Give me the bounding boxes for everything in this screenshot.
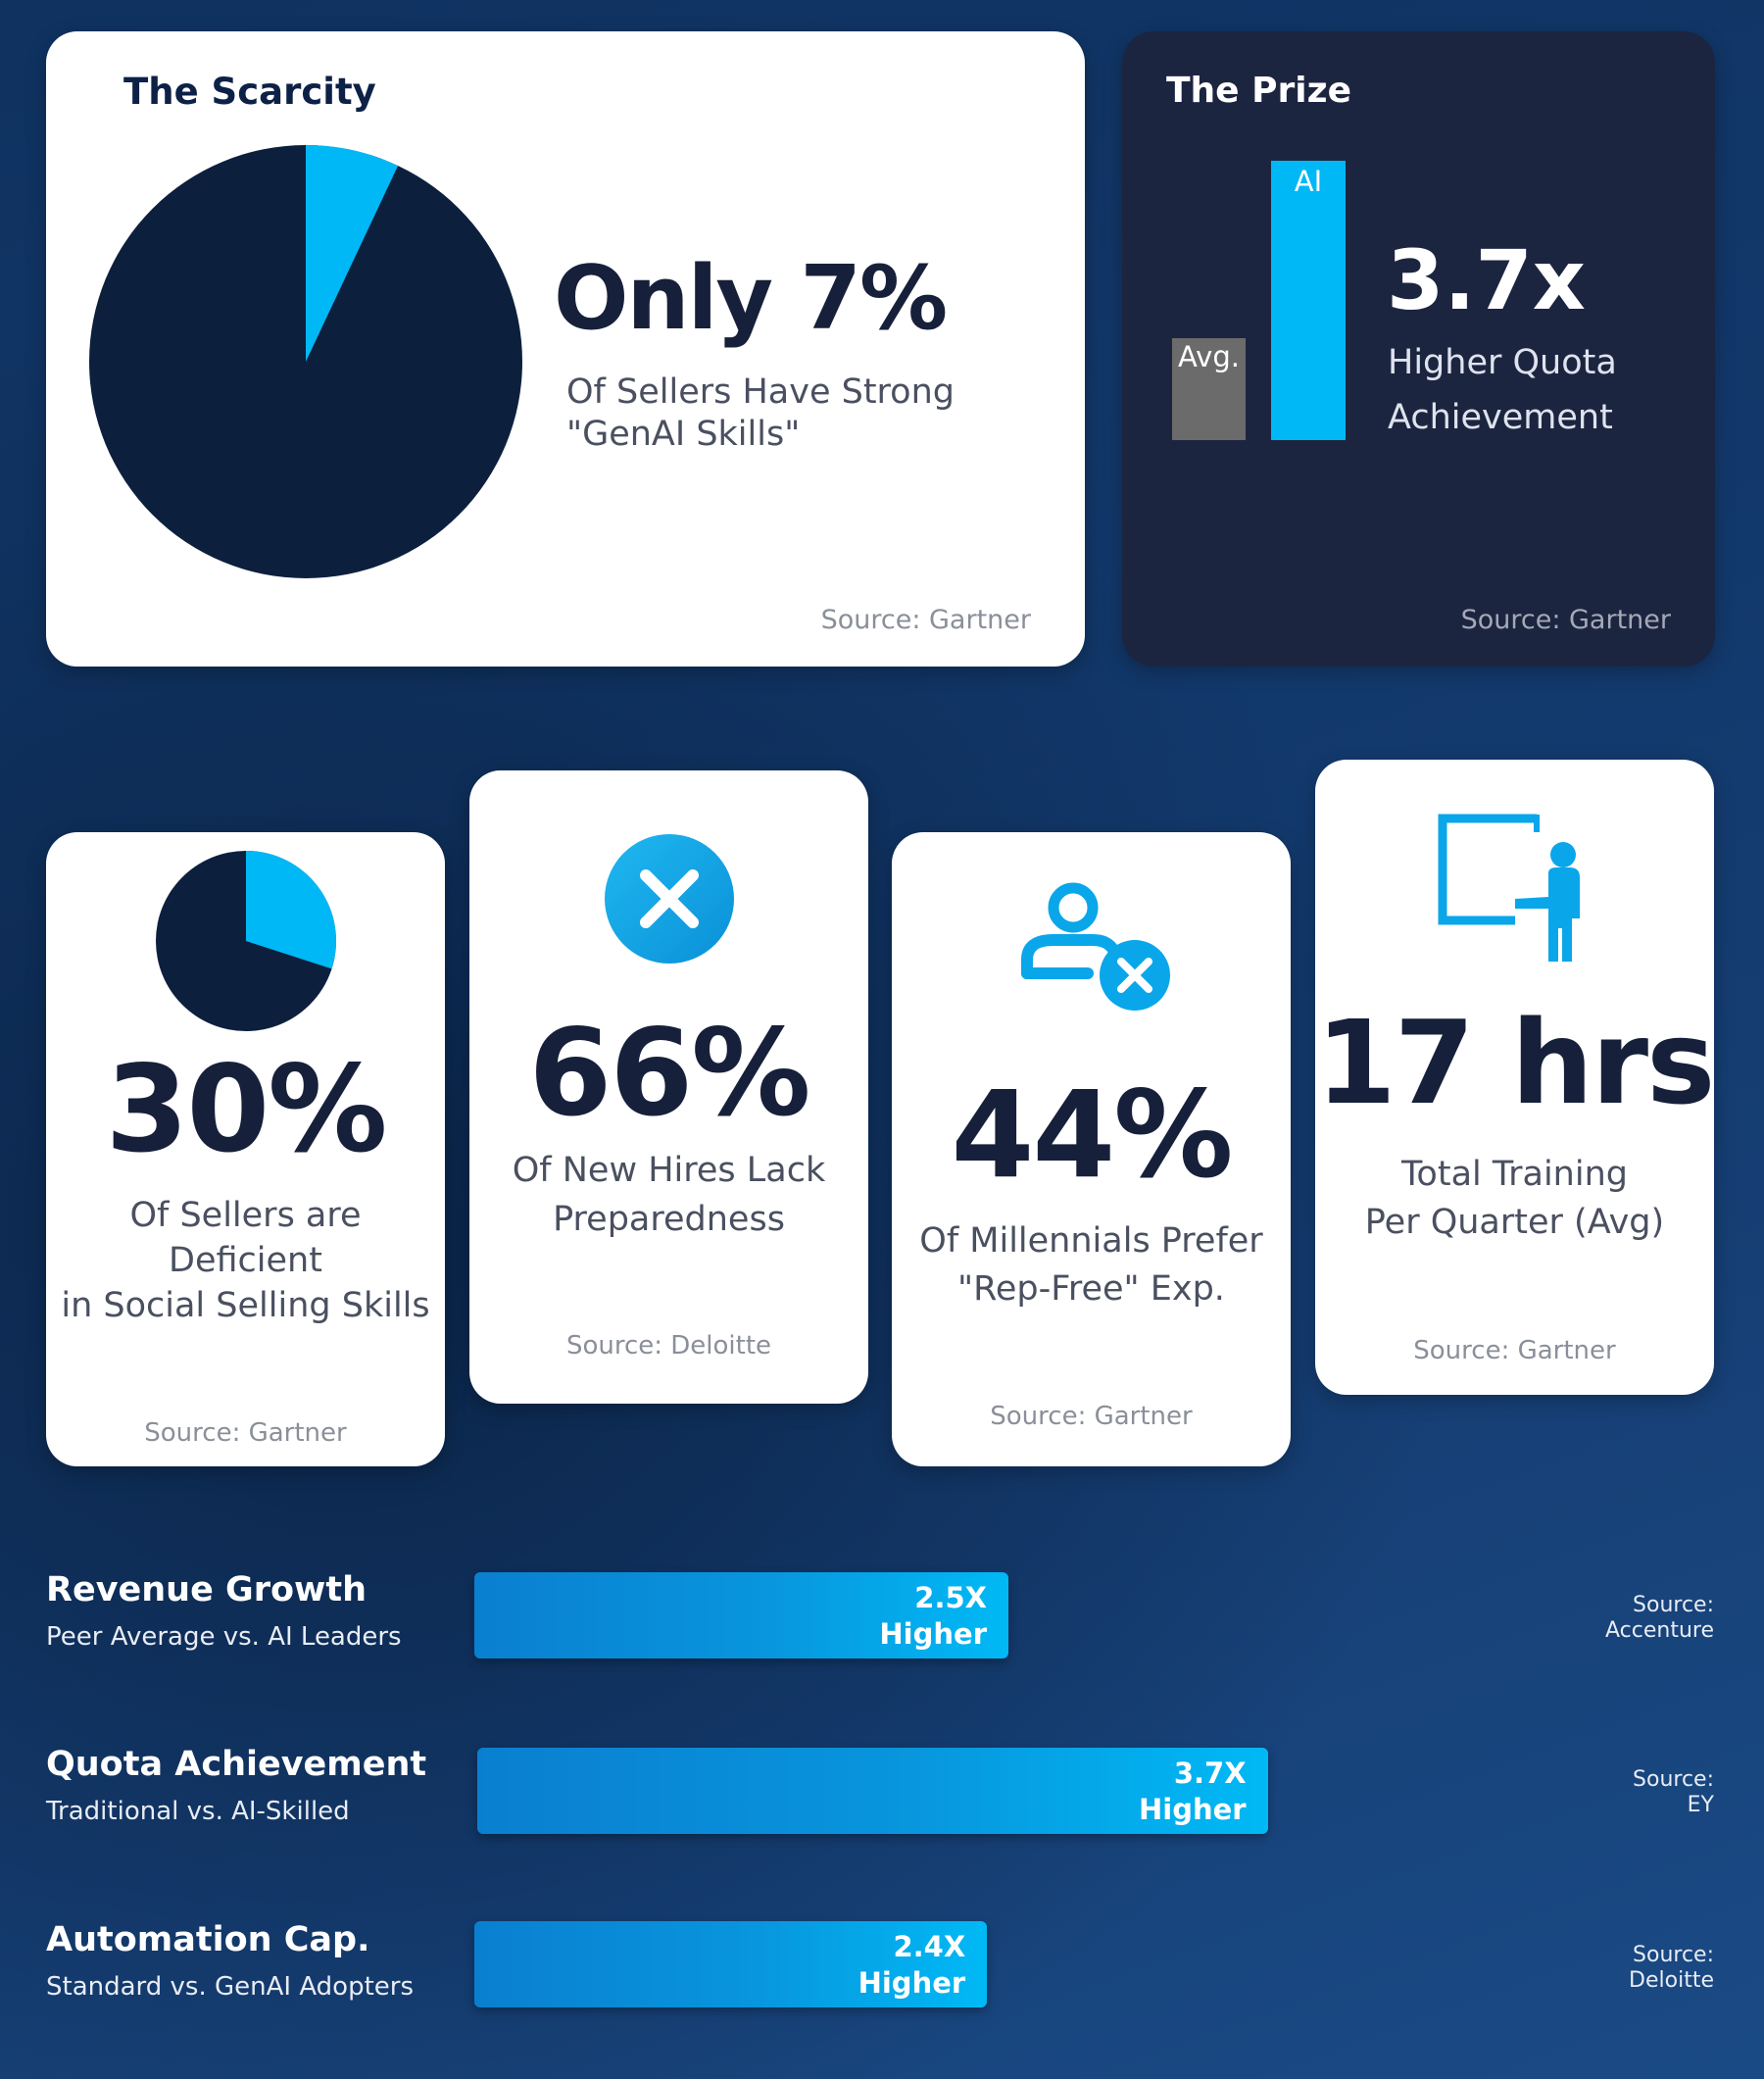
stat-card-training: 17 hrs Total Training Per Quarter (Avg) … — [1315, 760, 1716, 1395]
row-label: Revenue Growth — [46, 1570, 368, 1609]
stat-source: Source: Deloitte — [565, 1331, 772, 1361]
row-sublabel: Standard vs. GenAI Adopters — [46, 1972, 415, 2002]
avg-bar: Avg. — [1172, 338, 1246, 440]
row-sublabel: Peer Average vs. AI Leaders — [46, 1622, 402, 1652]
stat-desc-1: Of New Hires Lack — [512, 1151, 826, 1190]
prize-desc-2: Achievement — [1388, 398, 1613, 437]
bar-value: 2.4X — [893, 1930, 966, 1963]
stat-card-millennials: 44% Of Millennials Prefer "Rep-Free" Exp… — [892, 832, 1291, 1466]
scarcity-card: The Scarcity Only 7% Of Sellers Have Str… — [46, 31, 1085, 667]
pie-chart-icon — [156, 851, 337, 1031]
row-source-label: Source: — [1633, 1767, 1714, 1792]
prize-title: The Prize — [1166, 71, 1351, 111]
comparison-bar: 2.4X Higher — [474, 1921, 988, 2007]
prize-desc-1: Higher Quota — [1388, 343, 1617, 382]
row-label: Quota Achievement — [46, 1745, 427, 1784]
stat-source: Source: Gartner — [1413, 1336, 1616, 1365]
scarcity-desc-2: "GenAI Skills" — [566, 415, 801, 454]
pie-slice-30 — [246, 851, 337, 969]
row-source-name: Deloitte — [1629, 1968, 1714, 1993]
presentation-icon — [1438, 814, 1580, 962]
row-source-name: Accenture — [1605, 1618, 1714, 1643]
stat-value: 30% — [105, 1040, 387, 1179]
stat-desc-2: Preparedness — [553, 1200, 785, 1239]
scarcity-desc-1: Of Sellers Have Strong — [566, 372, 955, 412]
row-source-label: Source: — [1633, 1943, 1714, 1967]
stat-desc-1: Of Millennials Prefer — [919, 1221, 1263, 1261]
scarcity-headline: Only 7% — [554, 247, 948, 350]
stat-desc-1: Of Sellers are — [129, 1196, 362, 1235]
row-source-name: EY — [1687, 1793, 1714, 1817]
row-source-label: Source: — [1633, 1593, 1714, 1617]
ai-bar: AI — [1271, 161, 1346, 440]
comparison-bar: 2.5X Higher — [474, 1572, 1008, 1658]
x-circle-icon — [605, 834, 734, 964]
row-sublabel: Traditional vs. AI-Skilled — [46, 1797, 350, 1826]
scarcity-source: Source: Gartner — [820, 605, 1031, 635]
comparison-bar: 3.7X Higher — [477, 1748, 1268, 1834]
stat-value: 17 hrs — [1315, 995, 1716, 1130]
user-remove-icon — [1021, 882, 1170, 1011]
stat-card-social-selling: 30% Of Sellers are Deficient in Social S… — [46, 832, 445, 1466]
scarcity-pie-chart — [89, 145, 522, 578]
bar-value-suffix: Higher — [1139, 1793, 1247, 1826]
avg-bar-label: Avg. — [1178, 340, 1240, 374]
stat-card-new-hires: 66% Of New Hires Lack Preparedness Sourc… — [469, 770, 868, 1404]
bar-value-suffix: Higher — [858, 1966, 966, 2000]
stat-value: 66% — [528, 1004, 810, 1143]
bar-value: 3.7X — [1173, 1757, 1247, 1790]
ai-bar-label: AI — [1294, 165, 1323, 198]
row-label: Automation Cap. — [46, 1920, 370, 1959]
prize-source: Source: Gartner — [1460, 605, 1671, 635]
stat-desc-2: Per Quarter (Avg) — [1364, 1203, 1665, 1242]
stat-source: Source: Gartner — [990, 1402, 1193, 1431]
stat-desc-2: Deficient — [169, 1241, 322, 1280]
prize-card: The Prize Avg. AI 3.7x Higher Quota Achi… — [1122, 31, 1715, 667]
bar-value: 2.5X — [914, 1581, 987, 1614]
stat-desc-1: Total Training — [1401, 1155, 1628, 1194]
stat-source: Source: Gartner — [144, 1418, 347, 1448]
stat-desc-2: "Rep-Free" Exp. — [957, 1269, 1225, 1309]
scarcity-title: The Scarcity — [123, 71, 376, 113]
pie-slice-7 — [306, 145, 399, 362]
bar-value-suffix: Higher — [879, 1617, 987, 1651]
prize-headline: 3.7x — [1387, 232, 1586, 328]
stat-desc-3: in Social Selling Skills — [61, 1286, 430, 1325]
stat-value: 44% — [951, 1065, 1233, 1205]
